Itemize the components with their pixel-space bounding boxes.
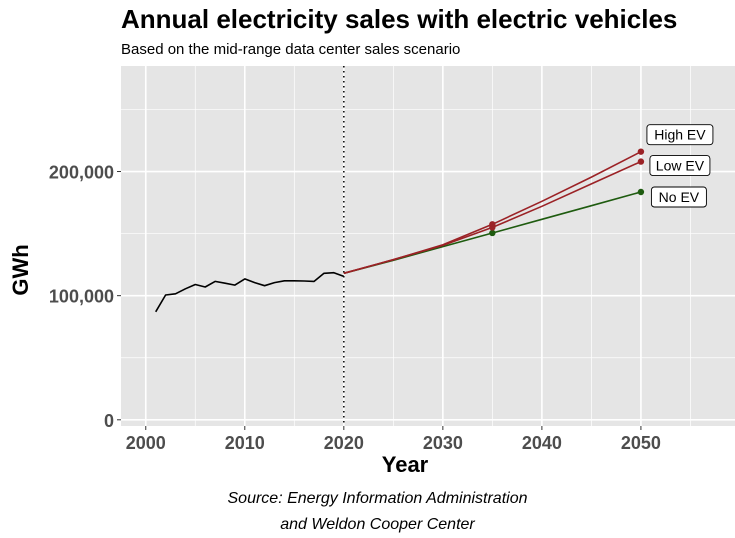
y-tick-label: 200,000 bbox=[49, 163, 114, 183]
chart-title: Annual electricity sales with electric v… bbox=[121, 4, 678, 34]
series-label-high-ev: High EV bbox=[654, 127, 706, 143]
line-chart: 2000 2010 2020 2030 2040 2050 0 100,000 200,000 Y… bbox=[8, 66, 735, 477]
series-label-low-ev: Low EV bbox=[656, 158, 705, 174]
y-tick-label: 0 bbox=[104, 411, 114, 431]
series-label-box-high-ev bbox=[646, 124, 714, 146]
source-caption-line1: Source: Energy Information Administratio… bbox=[227, 490, 528, 507]
x-tick-label: 2040 bbox=[522, 433, 562, 453]
y-axis-title: GWh bbox=[8, 244, 33, 295]
data-point-no-ev bbox=[637, 188, 645, 196]
data-point-low-ev bbox=[637, 158, 645, 165]
x-tick-label: 2030 bbox=[423, 433, 463, 453]
source-caption-line2: and Weldon Cooper Center bbox=[280, 516, 475, 533]
data-point-high-ev bbox=[489, 221, 496, 228]
y-tick-label: 100,000 bbox=[49, 287, 114, 307]
x-axis-title: Year bbox=[382, 452, 429, 477]
data-point-no-ev bbox=[489, 229, 496, 237]
data-point-high-ev bbox=[637, 148, 645, 155]
x-tick-label: 2050 bbox=[621, 433, 661, 453]
x-tick-label: 2020 bbox=[324, 433, 364, 453]
series-label-box-no-ev bbox=[650, 186, 707, 208]
x-tick-label: 2000 bbox=[126, 433, 166, 453]
series-label-no-ev: No EV bbox=[659, 189, 700, 205]
series-line-historical bbox=[155, 271, 345, 313]
x-tick-label: 2010 bbox=[225, 433, 265, 453]
plot-panel bbox=[121, 66, 735, 426]
series-label-box-low-ev bbox=[649, 155, 711, 177]
chart-subtitle: Based on the mid-range data center sales… bbox=[121, 41, 461, 58]
